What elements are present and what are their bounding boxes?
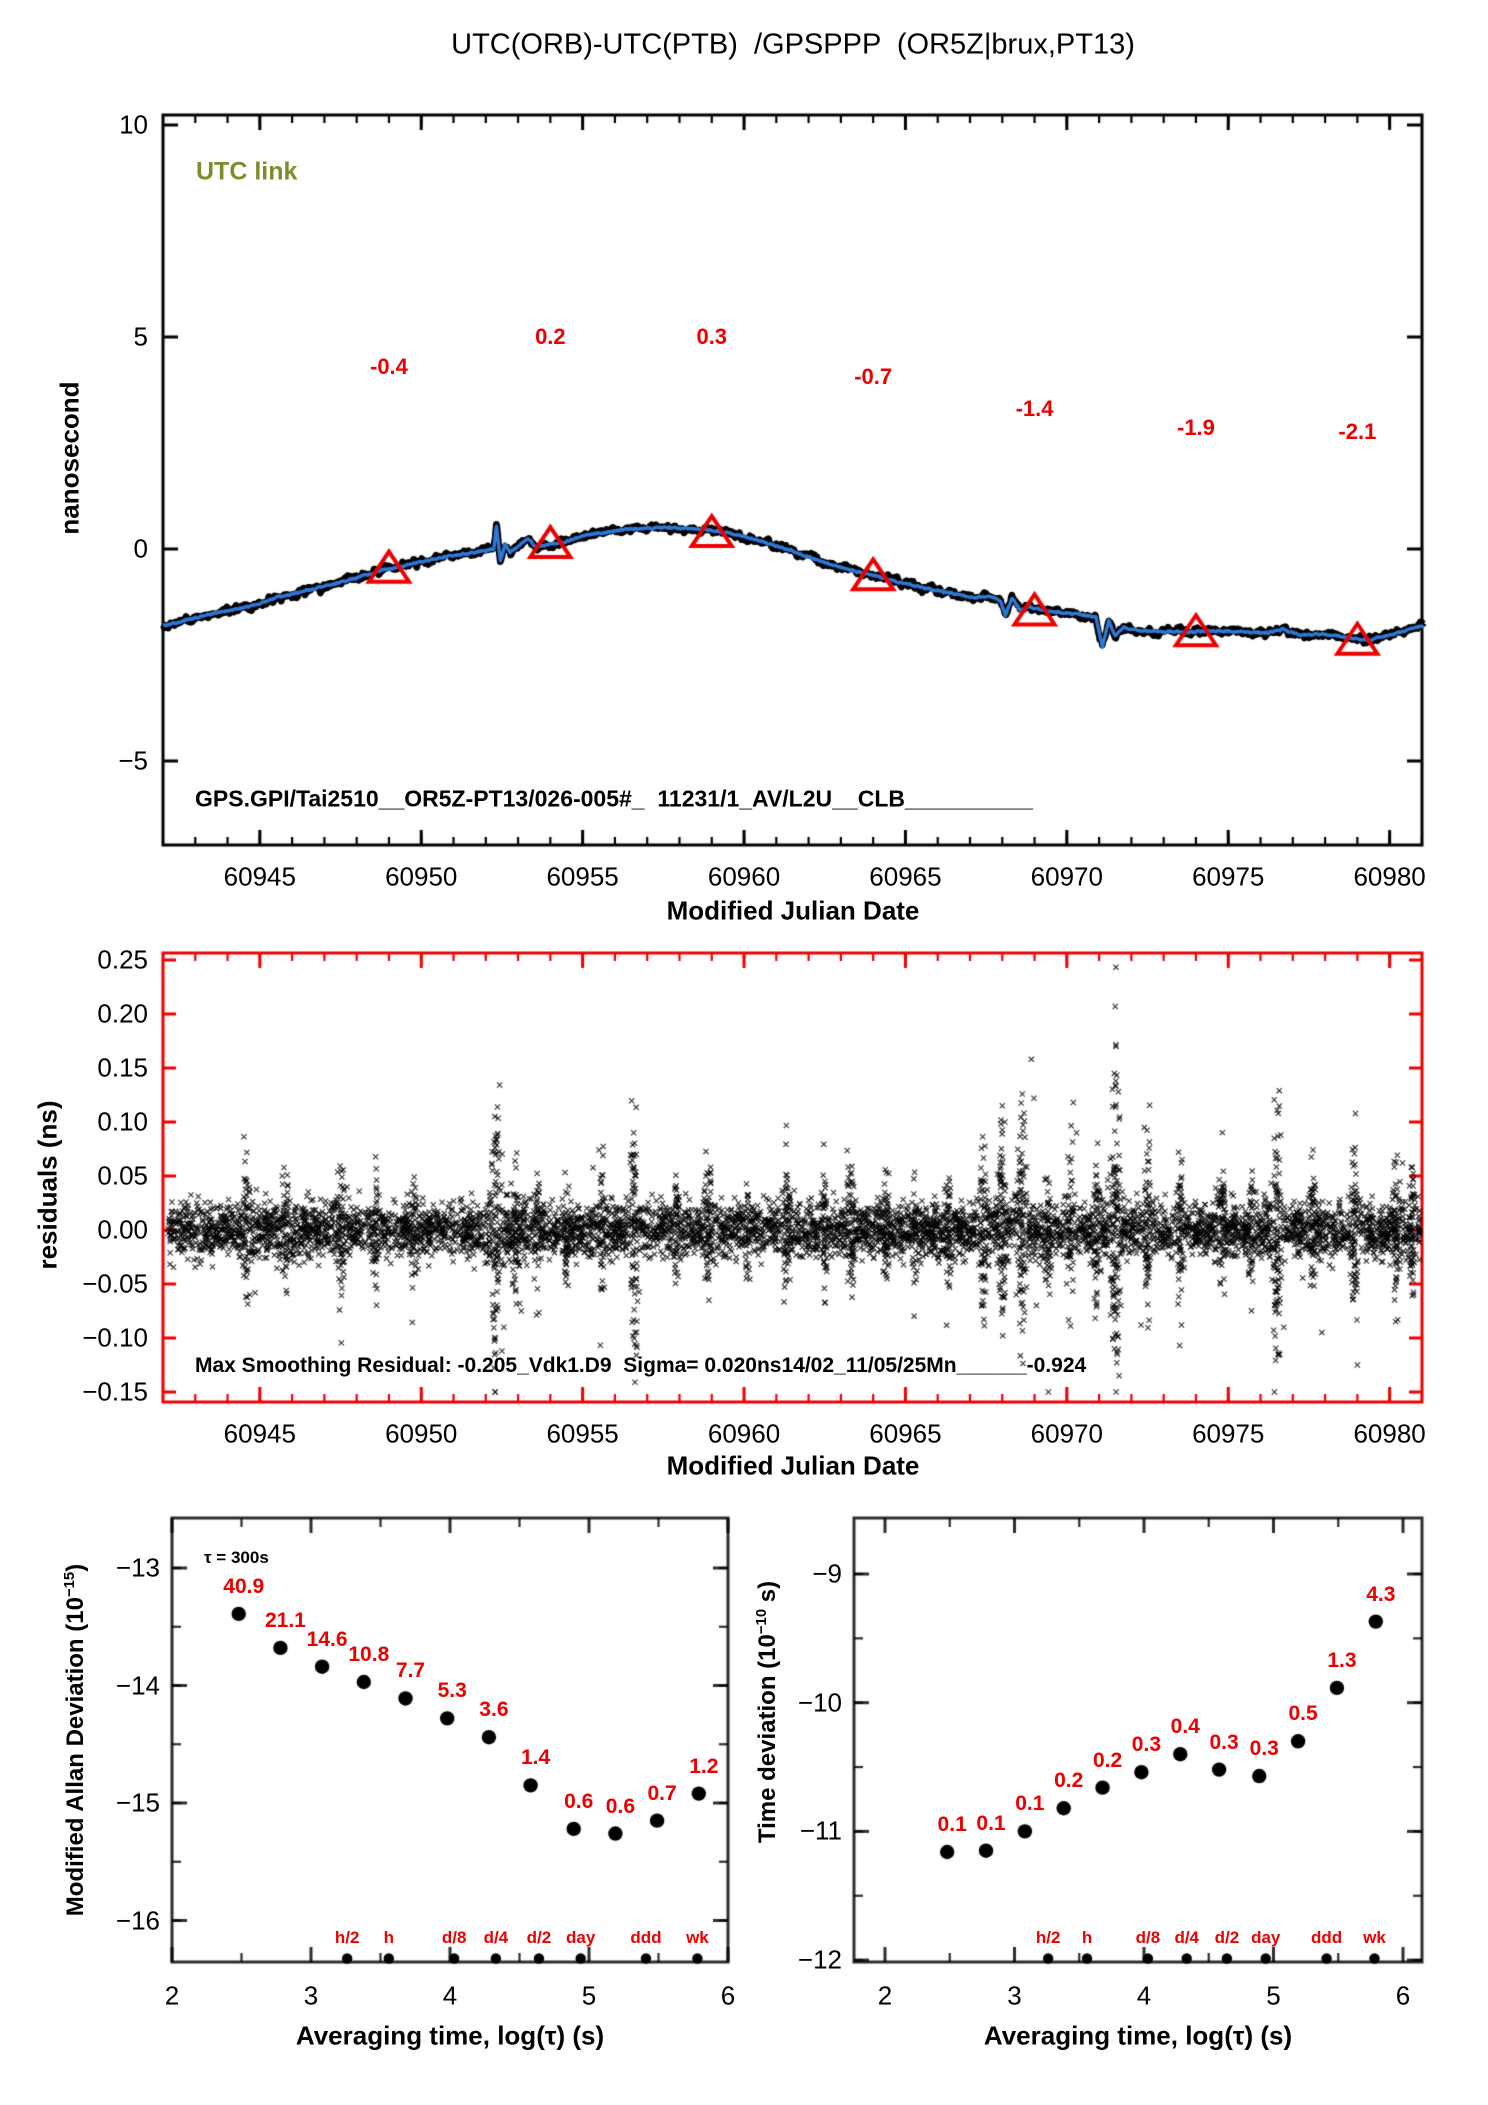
x-axis-label-mdev: Averaging time, log(τ) (s) — [295, 2020, 605, 2051]
chart-title: UTC(ORB)-UTC(PTB) /GPSPPP (OR5Z|brux,PT1… — [451, 28, 1135, 61]
x-axis-label-middle: Modified Julian Date — [666, 1450, 920, 1481]
y-axis-label-nanosecond: nanosecond — [54, 381, 85, 535]
y-axis-label-tdev-exponent: −10 — [754, 1608, 770, 1635]
tau-annotation: τ = 300s — [204, 1548, 269, 1567]
y-axis-label-mdev-text: Modified Allan Deviation (10 — [62, 1597, 89, 1917]
y-axis-label-mdev-exponent: −15 — [62, 1571, 78, 1598]
y-axis-label-residuals: residuals (ns) — [32, 1100, 63, 1270]
x-axis-label-tdev: Averaging time, log(τ) (s) — [983, 2020, 1293, 2051]
series-label-utc-link: UTC link — [196, 157, 298, 186]
top-panel-annotation: GPS.GPI/Tai2510__OR5Z-PT13/026-005#_ 112… — [195, 785, 1033, 812]
y-axis-label-tdev-suffix: s) — [754, 1580, 781, 1609]
y-axis-label-mdev: Modified Allan Deviation (10−15) — [62, 1564, 90, 1916]
residuals-stats-annotation: Max Smoothing Residual: -0.205_Vdk1.D9 S… — [195, 1354, 1087, 1377]
x-axis-label-top: Modified Julian Date — [666, 895, 920, 926]
y-axis-label-mdev-suffix: ) — [62, 1563, 89, 1572]
y-axis-label-tdev: Time deviation (10−10 s) — [754, 1581, 782, 1843]
y-axis-label-tdev-text: Time deviation (10 — [754, 1634, 781, 1844]
